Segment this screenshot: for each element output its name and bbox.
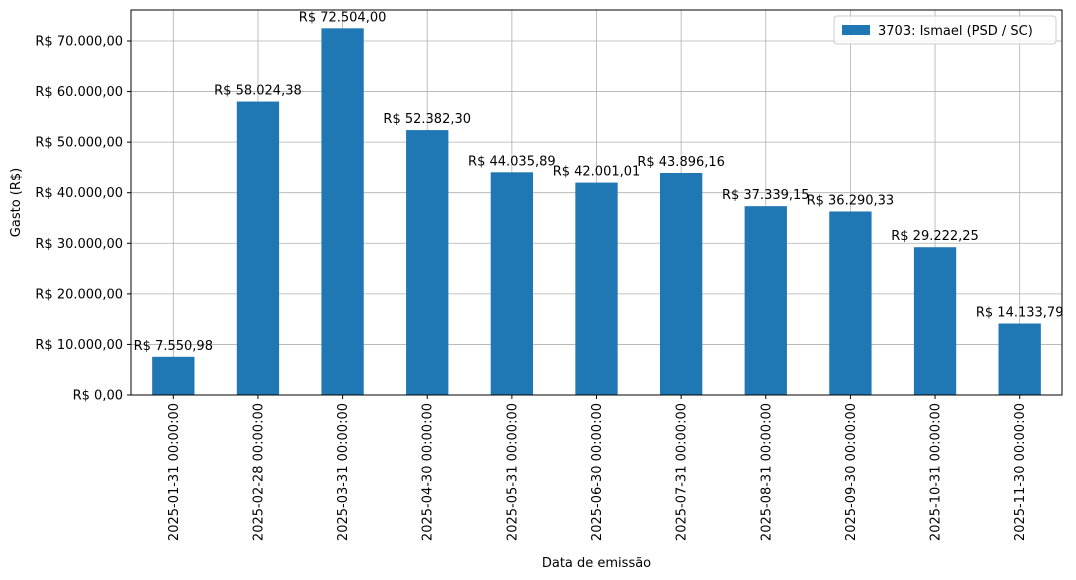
y-axis-title: Gasto (R$) — [9, 168, 24, 237]
y-tick-label: R$ 10.000,00 — [35, 338, 123, 353]
bar-value-label: R$ 29.222,25 — [891, 229, 979, 244]
bar — [575, 182, 618, 395]
x-axis-title: Data de emissão — [542, 556, 651, 571]
x-tick-label: 2025-02-28 00:00:00 — [251, 403, 266, 541]
legend: 3703: Ismael (PSD / SC) — [833, 15, 1057, 45]
bar — [829, 211, 872, 395]
bar-value-label: R$ 52.382,30 — [383, 112, 471, 127]
bar-value-label: R$ 43.896,16 — [637, 155, 725, 170]
bar — [236, 101, 280, 396]
x-tick-label: 2025-01-31 00:00:00 — [167, 403, 182, 541]
bar-value-label: R$ 72.504,00 — [299, 10, 387, 25]
data-labels: R$ 7.550,98 R$ 58.024,38 R$ 72.504,00 R$ 52… — [134, 10, 1064, 353]
bar-value-label: R$ 36.290,33 — [807, 193, 895, 208]
bar-value-label: R$ 14.133,79 — [976, 306, 1064, 321]
x-tick-label: 2025-05-31 00:00:00 — [505, 403, 520, 541]
bar — [659, 173, 703, 395]
y-axis: R$ 0,00 R$ 10.000,00 R$ 20.000,00 R$ 30.000… — [35, 34, 131, 404]
bar-value-label: R$ 7.550,98 — [134, 339, 213, 354]
bar — [406, 130, 449, 395]
bar-value-label: R$ 37.339,15 — [722, 188, 810, 203]
bar-value-label: R$ 44.035,89 — [468, 154, 556, 169]
bar — [913, 247, 957, 395]
y-tick-label: R$ 20.000,00 — [35, 287, 123, 302]
bar — [744, 206, 787, 395]
y-tick-label: R$ 0,00 — [73, 389, 123, 404]
x-tick-label: 2025-10-31 00:00:00 — [929, 403, 944, 541]
bar-value-label: R$ 58.024,38 — [214, 84, 302, 99]
bar — [152, 356, 195, 395]
y-tick-label: R$ 70.000,00 — [35, 34, 123, 49]
x-axis: 2025-01-31 00:00:00 2025-02-28 00:00:00 20… — [167, 395, 1028, 541]
bar — [490, 172, 534, 395]
x-tick-label: 2025-06-30 00:00:00 — [590, 403, 605, 541]
bars — [152, 28, 1041, 396]
legend-label: 3703: Ismael (PSD / SC) — [878, 24, 1033, 39]
x-tick-label: 2025-09-30 00:00:00 — [844, 403, 859, 541]
y-tick-label: R$ 60.000,00 — [35, 85, 123, 100]
legend-box — [833, 15, 1057, 45]
y-tick-label: R$ 50.000,00 — [35, 136, 123, 151]
x-tick-label: 2025-03-31 00:00:00 — [336, 403, 351, 541]
bar-value-label: R$ 42.001,01 — [553, 165, 641, 180]
legend-swatch — [842, 25, 870, 35]
x-tick-label: 2025-07-31 00:00:00 — [675, 403, 690, 541]
bar — [998, 323, 1041, 395]
bar — [321, 28, 364, 396]
y-tick-label: R$ 40.000,00 — [35, 186, 123, 201]
y-tick-label: R$ 30.000,00 — [35, 237, 123, 252]
x-tick-label: 2025-08-31 00:00:00 — [759, 403, 774, 541]
x-tick-label: 2025-04-30 00:00:00 — [421, 403, 436, 541]
x-tick-label: 2025-11-30 00:00:00 — [1013, 403, 1028, 541]
